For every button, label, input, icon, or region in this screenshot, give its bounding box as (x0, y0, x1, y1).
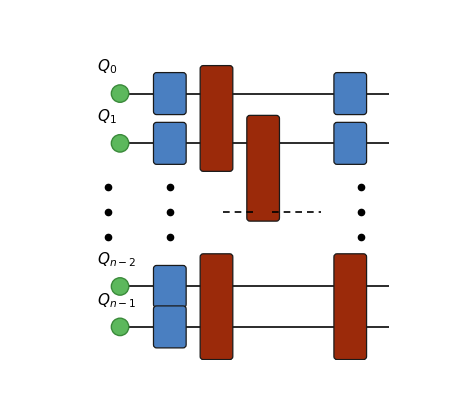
Text: $Q_{n-1}$: $Q_{n-1}$ (97, 291, 137, 310)
FancyBboxPatch shape (334, 122, 366, 164)
Text: $Q_{n-2}$: $Q_{n-2}$ (97, 250, 136, 269)
FancyBboxPatch shape (200, 65, 233, 171)
Circle shape (111, 85, 129, 102)
FancyBboxPatch shape (154, 73, 186, 115)
FancyBboxPatch shape (247, 116, 280, 221)
FancyBboxPatch shape (200, 254, 233, 360)
Circle shape (111, 318, 129, 336)
Text: $Q_0$: $Q_0$ (97, 58, 117, 76)
FancyBboxPatch shape (334, 254, 366, 360)
FancyBboxPatch shape (154, 265, 186, 307)
FancyBboxPatch shape (334, 73, 366, 115)
Text: $Q_1$: $Q_1$ (97, 107, 117, 126)
Circle shape (111, 135, 129, 152)
FancyBboxPatch shape (154, 122, 186, 164)
Circle shape (111, 278, 129, 295)
FancyBboxPatch shape (154, 306, 186, 348)
